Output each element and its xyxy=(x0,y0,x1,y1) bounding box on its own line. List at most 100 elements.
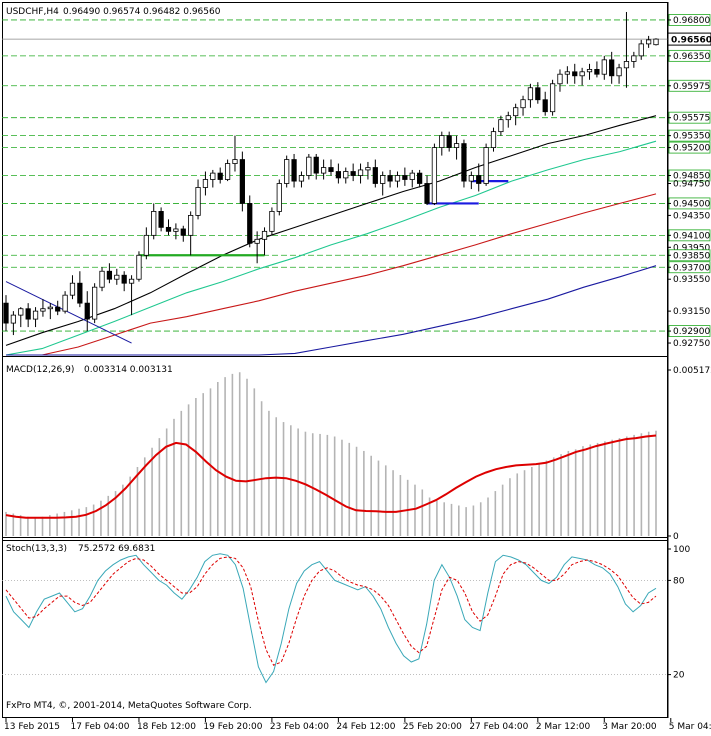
bull-candle xyxy=(261,230,268,240)
stoch-tick-label: 80 xyxy=(673,576,685,586)
bull-candle xyxy=(298,175,305,182)
bull-candle xyxy=(505,115,511,121)
bull-candle xyxy=(549,83,556,113)
bull-candle xyxy=(431,147,438,204)
bull-candle xyxy=(143,234,149,256)
macd-tick-label: 0.005172 xyxy=(673,366,711,376)
bear-candle xyxy=(77,282,83,304)
bull-candle xyxy=(409,172,415,180)
bear-candle xyxy=(3,302,9,324)
bull-candle xyxy=(380,175,386,184)
bull-candle xyxy=(224,163,231,180)
bull-candle xyxy=(527,87,534,101)
time-tick-label: 2 Mar 12:00 xyxy=(536,722,591,732)
bull-candle xyxy=(276,183,282,212)
bull-candle xyxy=(453,143,460,148)
ohlc-readout: 0.96490 0.96574 0.96482 0.96560 xyxy=(63,7,221,17)
bear-candle xyxy=(402,175,408,180)
bear-candle xyxy=(417,172,423,184)
bull-candle xyxy=(210,172,216,180)
bear-candle xyxy=(572,71,578,77)
bear-candle xyxy=(446,135,452,148)
bear-candle xyxy=(217,172,223,180)
stoch-tick-label: 20 xyxy=(673,671,685,681)
bear-candle xyxy=(247,203,253,244)
macd-values: 0.003314 0.003131 xyxy=(84,365,173,375)
time-tick-label: 18 Feb 12:00 xyxy=(137,722,196,732)
bull-candle xyxy=(579,71,585,77)
bear-candle xyxy=(424,183,430,204)
bear-candle xyxy=(25,308,31,320)
bull-candle xyxy=(18,308,24,316)
time-tick-label: 17 Feb 04:00 xyxy=(70,722,129,732)
price-tick-label: 0.93950 xyxy=(673,243,710,253)
bull-candle xyxy=(195,187,201,216)
bull-candle xyxy=(151,211,157,236)
bear-candle xyxy=(461,143,467,182)
macd-signal-line xyxy=(5,434,657,519)
bear-candle xyxy=(542,99,548,113)
bull-candle xyxy=(343,171,349,179)
bull-candle xyxy=(99,270,105,288)
current-price-box xyxy=(667,32,711,46)
bull-candle xyxy=(623,61,630,69)
time-tick-label: 25 Feb 20:00 xyxy=(403,722,462,732)
bull-candle xyxy=(365,167,371,171)
stoch-signal-line xyxy=(5,556,657,666)
bear-candle xyxy=(328,167,334,172)
bull-candle xyxy=(306,156,312,176)
bear-candle xyxy=(239,159,245,204)
bear-candle xyxy=(313,156,319,174)
time-tick-label: 23 Feb 04:00 xyxy=(270,722,329,732)
bull-candle xyxy=(357,169,364,176)
bear-candle xyxy=(121,274,127,284)
bear-candle xyxy=(335,171,342,179)
bull-candle xyxy=(232,159,238,164)
moving-average-line xyxy=(5,140,657,356)
bull-candle xyxy=(616,67,622,77)
copyright-text: FxPro MT4, ©, 2001-2014, MetaQuotes Soft… xyxy=(6,701,252,711)
stoch-values: 75.2572 69.6831 xyxy=(78,544,155,554)
bear-candle xyxy=(387,175,393,182)
bull-candle xyxy=(136,254,142,280)
bull-candle xyxy=(513,107,519,117)
moving-average-line xyxy=(5,115,657,346)
bull-candle xyxy=(439,135,445,148)
bear-candle xyxy=(535,87,541,101)
price-tick-label: 0.96800 xyxy=(673,16,710,26)
bear-candle xyxy=(372,167,378,184)
price-tick-label: 0.95350 xyxy=(673,132,710,142)
price-tick-label: 0.93150 xyxy=(673,307,710,317)
bull-candle xyxy=(47,306,53,310)
time-tick-label: 5 Mar 04:00 xyxy=(669,722,711,732)
time-tick-label: 3 Mar 20:00 xyxy=(602,722,657,732)
bear-candle xyxy=(55,306,61,312)
time-tick-label: 27 Feb 04:00 xyxy=(469,722,528,732)
bull-candle xyxy=(254,238,260,244)
price-tick-label: 0.94750 xyxy=(673,179,710,189)
time-tick-label: 19 Feb 20:00 xyxy=(203,722,262,732)
stoch-tick-label: 100 xyxy=(673,545,690,555)
chart-title: USDCHF,H4 xyxy=(6,7,59,17)
price-tick-label: 0.94500 xyxy=(673,199,710,209)
bull-candle xyxy=(490,131,497,148)
time-tick-label: 24 Feb 12:00 xyxy=(336,722,395,732)
bear-candle xyxy=(609,59,615,77)
moving-average-line xyxy=(6,265,657,356)
bear-candle xyxy=(350,171,356,176)
stoch-title: Stoch(13,3,3) xyxy=(6,544,67,554)
bull-candle xyxy=(269,211,275,232)
bear-candle xyxy=(158,211,164,228)
bull-candle xyxy=(498,119,504,133)
bull-candle xyxy=(320,167,327,174)
price-tick-label: 0.92750 xyxy=(673,339,710,349)
price-tick-label: 0.95575 xyxy=(673,114,710,124)
bear-candle xyxy=(594,69,600,75)
bull-candle xyxy=(284,159,290,184)
chart-frame xyxy=(2,2,668,718)
bull-candle xyxy=(483,147,489,184)
bull-candle xyxy=(188,214,194,236)
price-tick-label: 0.95200 xyxy=(673,144,710,154)
